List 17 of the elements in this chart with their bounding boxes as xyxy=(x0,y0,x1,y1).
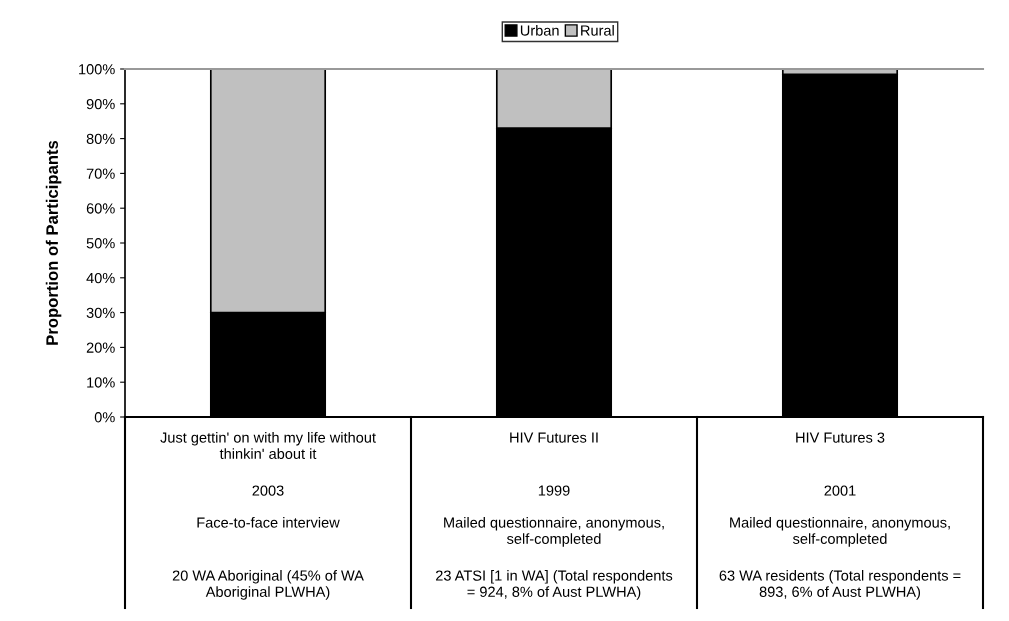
y-tick-label: 80% xyxy=(86,133,115,145)
y-tick-label: 30% xyxy=(86,307,115,319)
y-tick-label: 40% xyxy=(86,272,115,284)
y-tick-label: 90% xyxy=(86,98,115,110)
y-tick-label: 100% xyxy=(79,64,115,75)
y-tick-label: 60% xyxy=(86,203,115,214)
legend-label: Rural xyxy=(581,24,614,36)
category-label: HIV Futures 3 2001 Mailed questionnaire, anonymous, self-completed 63 WA residents (Total respondents = 893, 6% of Aust PLWHA) xyxy=(719,432,961,600)
y-tick-label: 20% xyxy=(86,342,115,353)
category-label: HIV Futures II 1999 Mailed questionnaire, anonymous, self-completed 23 ATSI [1 in WA] (Total respondents = 924, 8% of Aust PLWHA) xyxy=(435,432,673,600)
y-axis-title: Proportion of Participants xyxy=(45,140,62,345)
y-tick-label: 10% xyxy=(87,377,115,388)
y-tick-label: 50% xyxy=(86,238,115,249)
y-tick-label: 70% xyxy=(86,168,115,179)
y-tick-label: 0% xyxy=(94,412,115,423)
category-label: Just gettin' on with my life without thinkin' about it 2003 Face-to-face interview 20 WA Aboriginal (45% of WA Aboriginal PLWHA) xyxy=(160,432,376,600)
legend-label: Urban xyxy=(520,24,559,36)
